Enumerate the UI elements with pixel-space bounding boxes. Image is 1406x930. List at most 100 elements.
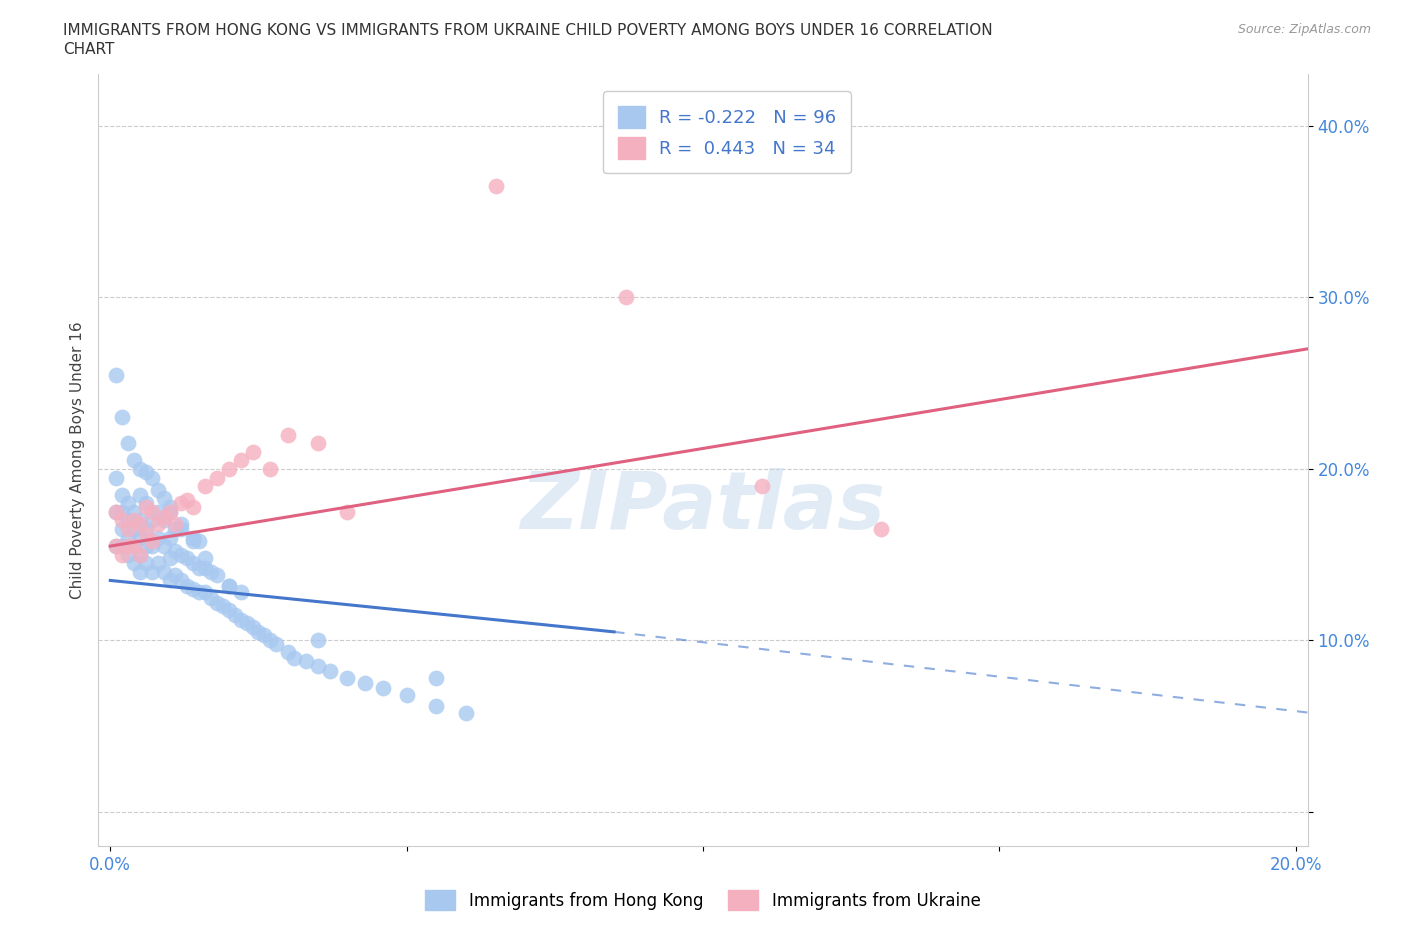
Point — [181, 534, 204, 549]
Point — [253, 628, 276, 643]
Point — [425, 698, 447, 713]
Point — [307, 436, 329, 451]
Point — [159, 504, 181, 519]
Point — [218, 602, 240, 617]
Point — [181, 530, 204, 545]
Point — [165, 522, 187, 537]
Point — [869, 522, 891, 537]
Point — [141, 534, 163, 549]
Point — [111, 410, 134, 425]
Point — [336, 504, 359, 519]
Point — [111, 522, 134, 537]
Point — [129, 565, 152, 579]
Point — [122, 453, 145, 468]
Point — [371, 681, 394, 696]
Point — [141, 538, 163, 553]
Point — [159, 499, 181, 514]
Point — [135, 538, 157, 553]
Point — [295, 654, 318, 669]
Point — [129, 547, 152, 562]
Point — [152, 513, 174, 528]
Point — [170, 522, 193, 537]
Point — [218, 578, 240, 593]
Point — [205, 595, 228, 610]
Point — [170, 516, 193, 531]
Point — [277, 427, 299, 442]
Point — [159, 530, 181, 545]
Point — [218, 461, 240, 476]
Point — [117, 547, 139, 562]
Point — [307, 658, 329, 673]
Point — [229, 613, 252, 628]
Point — [122, 538, 145, 553]
Point — [129, 461, 152, 476]
Point — [484, 179, 506, 193]
Point — [135, 526, 157, 541]
Point — [176, 551, 198, 565]
Text: ZIPatlas: ZIPatlas — [520, 468, 886, 546]
Point — [111, 547, 134, 562]
Point — [117, 522, 139, 537]
Point — [105, 367, 128, 382]
Point — [111, 513, 134, 528]
Point — [117, 496, 139, 511]
Point — [395, 688, 418, 703]
Point — [200, 565, 222, 579]
Point — [105, 538, 128, 553]
Point — [117, 513, 139, 528]
Point — [159, 551, 181, 565]
Point — [141, 565, 163, 579]
Point — [235, 616, 257, 631]
Point — [264, 636, 287, 651]
Point — [159, 573, 181, 588]
Point — [135, 496, 157, 511]
Point — [188, 534, 211, 549]
Point — [152, 538, 174, 553]
Point — [205, 568, 228, 583]
Point — [188, 561, 211, 576]
Point — [122, 504, 145, 519]
Point — [170, 573, 193, 588]
Point — [229, 453, 252, 468]
Point — [111, 487, 134, 502]
Point — [259, 633, 281, 648]
Point — [146, 530, 169, 545]
Point — [141, 504, 163, 519]
Point — [425, 671, 447, 685]
Point — [159, 504, 181, 519]
Point — [181, 581, 204, 596]
Point — [194, 551, 217, 565]
Point — [111, 504, 134, 519]
Point — [336, 671, 359, 685]
Point — [122, 522, 145, 537]
Y-axis label: Child Poverty Among Boys Under 16: Child Poverty Among Boys Under 16 — [69, 322, 84, 599]
Point — [170, 547, 193, 562]
Point — [111, 538, 134, 553]
Point — [135, 465, 157, 480]
Point — [129, 516, 152, 531]
Text: CHART: CHART — [63, 42, 115, 57]
Point — [135, 499, 157, 514]
Point — [129, 513, 152, 528]
Point — [176, 492, 198, 507]
Point — [122, 538, 145, 553]
Point — [181, 499, 204, 514]
Point — [194, 561, 217, 576]
Point — [170, 496, 193, 511]
Point — [152, 491, 174, 506]
Point — [165, 544, 187, 559]
Point — [146, 504, 169, 519]
Point — [141, 513, 163, 528]
Point — [229, 585, 252, 600]
Point — [135, 556, 157, 571]
Point — [194, 479, 217, 494]
Text: Source: ZipAtlas.com: Source: ZipAtlas.com — [1237, 23, 1371, 36]
Point — [259, 461, 281, 476]
Point — [152, 510, 174, 525]
Legend: R = -0.222   N = 96, R =  0.443   N = 34: R = -0.222 N = 96, R = 0.443 N = 34 — [603, 91, 851, 173]
Point — [122, 513, 145, 528]
Point — [181, 556, 204, 571]
Point — [105, 504, 128, 519]
Point — [218, 578, 240, 593]
Point — [247, 624, 270, 639]
